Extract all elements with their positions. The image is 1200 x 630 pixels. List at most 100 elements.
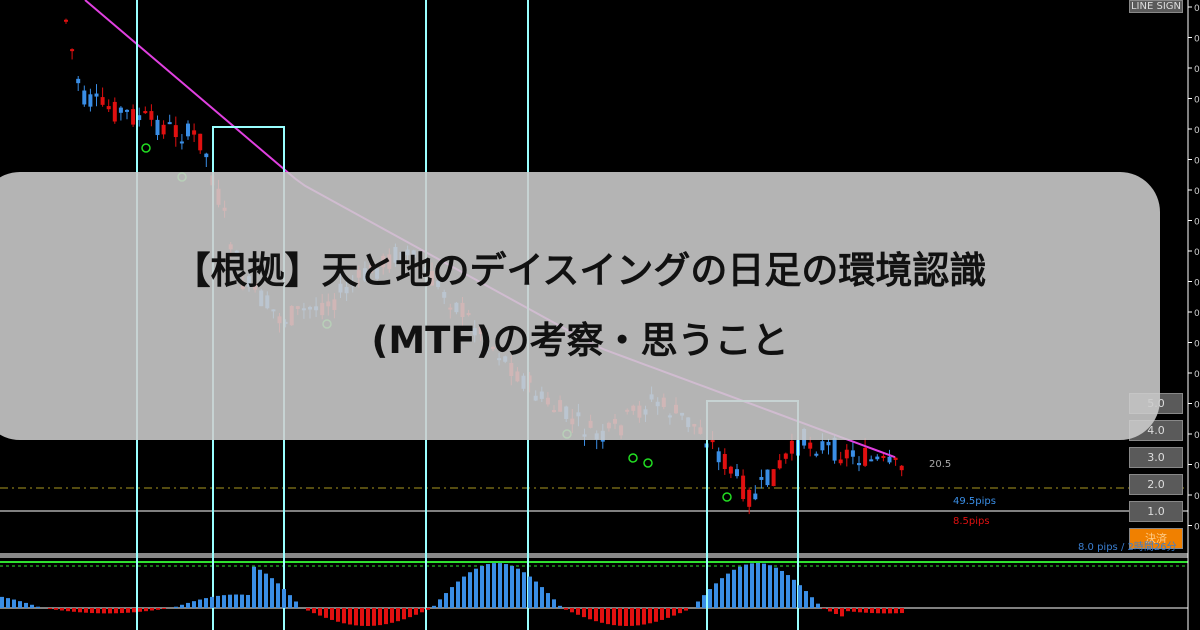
candle (826, 441, 831, 446)
histogram-bar (786, 575, 790, 608)
histogram-bar (324, 608, 328, 618)
histogram-bar (558, 605, 562, 608)
histogram-bar (318, 608, 322, 616)
histogram-bar (252, 566, 256, 608)
histogram-bar (90, 608, 94, 614)
axis-tick-label: 0. (1194, 370, 1200, 380)
histogram-bar (756, 563, 760, 608)
candle (143, 111, 148, 114)
pips-red-label: 8.5pips (953, 516, 990, 527)
histogram-bar (228, 594, 232, 608)
histogram-bar (48, 608, 52, 610)
axis-tick-label: 0. (1194, 96, 1200, 106)
histogram-bar (306, 608, 310, 611)
histogram-bar (828, 608, 832, 612)
candle (789, 440, 794, 454)
candle (881, 455, 886, 458)
histogram-bar (438, 599, 442, 608)
histogram-bar (240, 594, 244, 608)
histogram-bar (822, 608, 826, 609)
candle (832, 437, 837, 461)
pips-blue-label: 49.5pips (953, 496, 996, 507)
histogram-bar (636, 608, 640, 626)
histogram-bar (834, 608, 838, 614)
histogram-bar (414, 608, 418, 615)
histogram-bar (396, 608, 400, 622)
histogram-bar (12, 599, 16, 608)
histogram-bar (102, 608, 106, 614)
lot-button-1[interactable]: 1.0 (1129, 501, 1183, 522)
histogram-bar (474, 568, 478, 608)
candle (179, 141, 184, 144)
candle (857, 463, 861, 466)
candle (771, 469, 776, 487)
histogram-bar (504, 564, 508, 608)
histogram-bar (120, 608, 124, 614)
histogram-bar (882, 608, 886, 614)
candle (192, 130, 197, 135)
candle (186, 123, 190, 137)
histogram-bar (804, 591, 808, 608)
candle (710, 440, 715, 443)
histogram-bar (810, 597, 814, 608)
axis-tick-label: 0. (1194, 492, 1200, 502)
axis-tick-label: 0. (1194, 431, 1200, 441)
candle (155, 119, 160, 136)
candle (106, 106, 111, 110)
candle (869, 459, 874, 462)
candle (76, 78, 81, 84)
candle (887, 456, 892, 463)
histogram-bar (720, 578, 724, 608)
histogram-bar (876, 608, 880, 614)
histogram-bar (186, 602, 190, 608)
candle (777, 460, 782, 469)
histogram-bar (432, 605, 436, 608)
candle (899, 465, 904, 471)
histogram-bar (198, 599, 202, 608)
axis-tick-label: 0. (1194, 157, 1200, 167)
histogram-bar (618, 608, 622, 626)
candle (131, 109, 136, 125)
histogram-bar (570, 608, 574, 613)
histogram-bar (354, 608, 358, 626)
histogram-bar (54, 608, 58, 610)
histogram-bar (270, 578, 274, 608)
histogram-bar (480, 565, 484, 608)
histogram-bar (516, 568, 520, 608)
line-sign-button[interactable]: LINE SIGN (1129, 0, 1183, 13)
histogram-bar (780, 570, 784, 608)
candle (82, 90, 87, 105)
axis-tick-label: 0. (1194, 4, 1200, 14)
lot-button-3[interactable]: 3.0 (1129, 447, 1183, 468)
histogram-bar (336, 608, 340, 622)
axis-tick-label: 0. (1194, 218, 1200, 228)
candle (808, 442, 813, 449)
histogram-bar (630, 608, 634, 626)
histogram-bar (726, 573, 730, 608)
histogram-bar (750, 563, 754, 608)
axis-tick-label: 0. (1194, 523, 1200, 533)
histogram-bar (468, 572, 472, 608)
histogram-bar (456, 581, 460, 608)
close-position-button[interactable]: 決済 (1129, 528, 1183, 549)
histogram-bar (528, 576, 532, 608)
title-overlay: 【根拠】天と地のデイスイングの日足の環境認識 (MTF)の考察・思うこと (0, 172, 1160, 440)
histogram-bar (192, 601, 196, 608)
histogram-bar (348, 608, 352, 625)
histogram-bar (864, 608, 868, 613)
histogram-bar (846, 608, 850, 612)
title-line-2: (MTF)の考察・思うこと (371, 319, 789, 362)
candle (88, 94, 93, 107)
candle (820, 441, 825, 451)
candle (753, 493, 758, 500)
axis-tick-label: 0. (1194, 401, 1200, 411)
histogram-bar (888, 608, 892, 614)
histogram-bar (156, 608, 160, 610)
candle (125, 109, 129, 112)
histogram-bar (138, 608, 142, 612)
lot-button-2[interactable]: 2.0 (1129, 474, 1183, 495)
histogram-bar (426, 608, 430, 610)
candle (741, 475, 746, 500)
histogram-bar (852, 608, 856, 612)
histogram-bar (798, 585, 802, 608)
